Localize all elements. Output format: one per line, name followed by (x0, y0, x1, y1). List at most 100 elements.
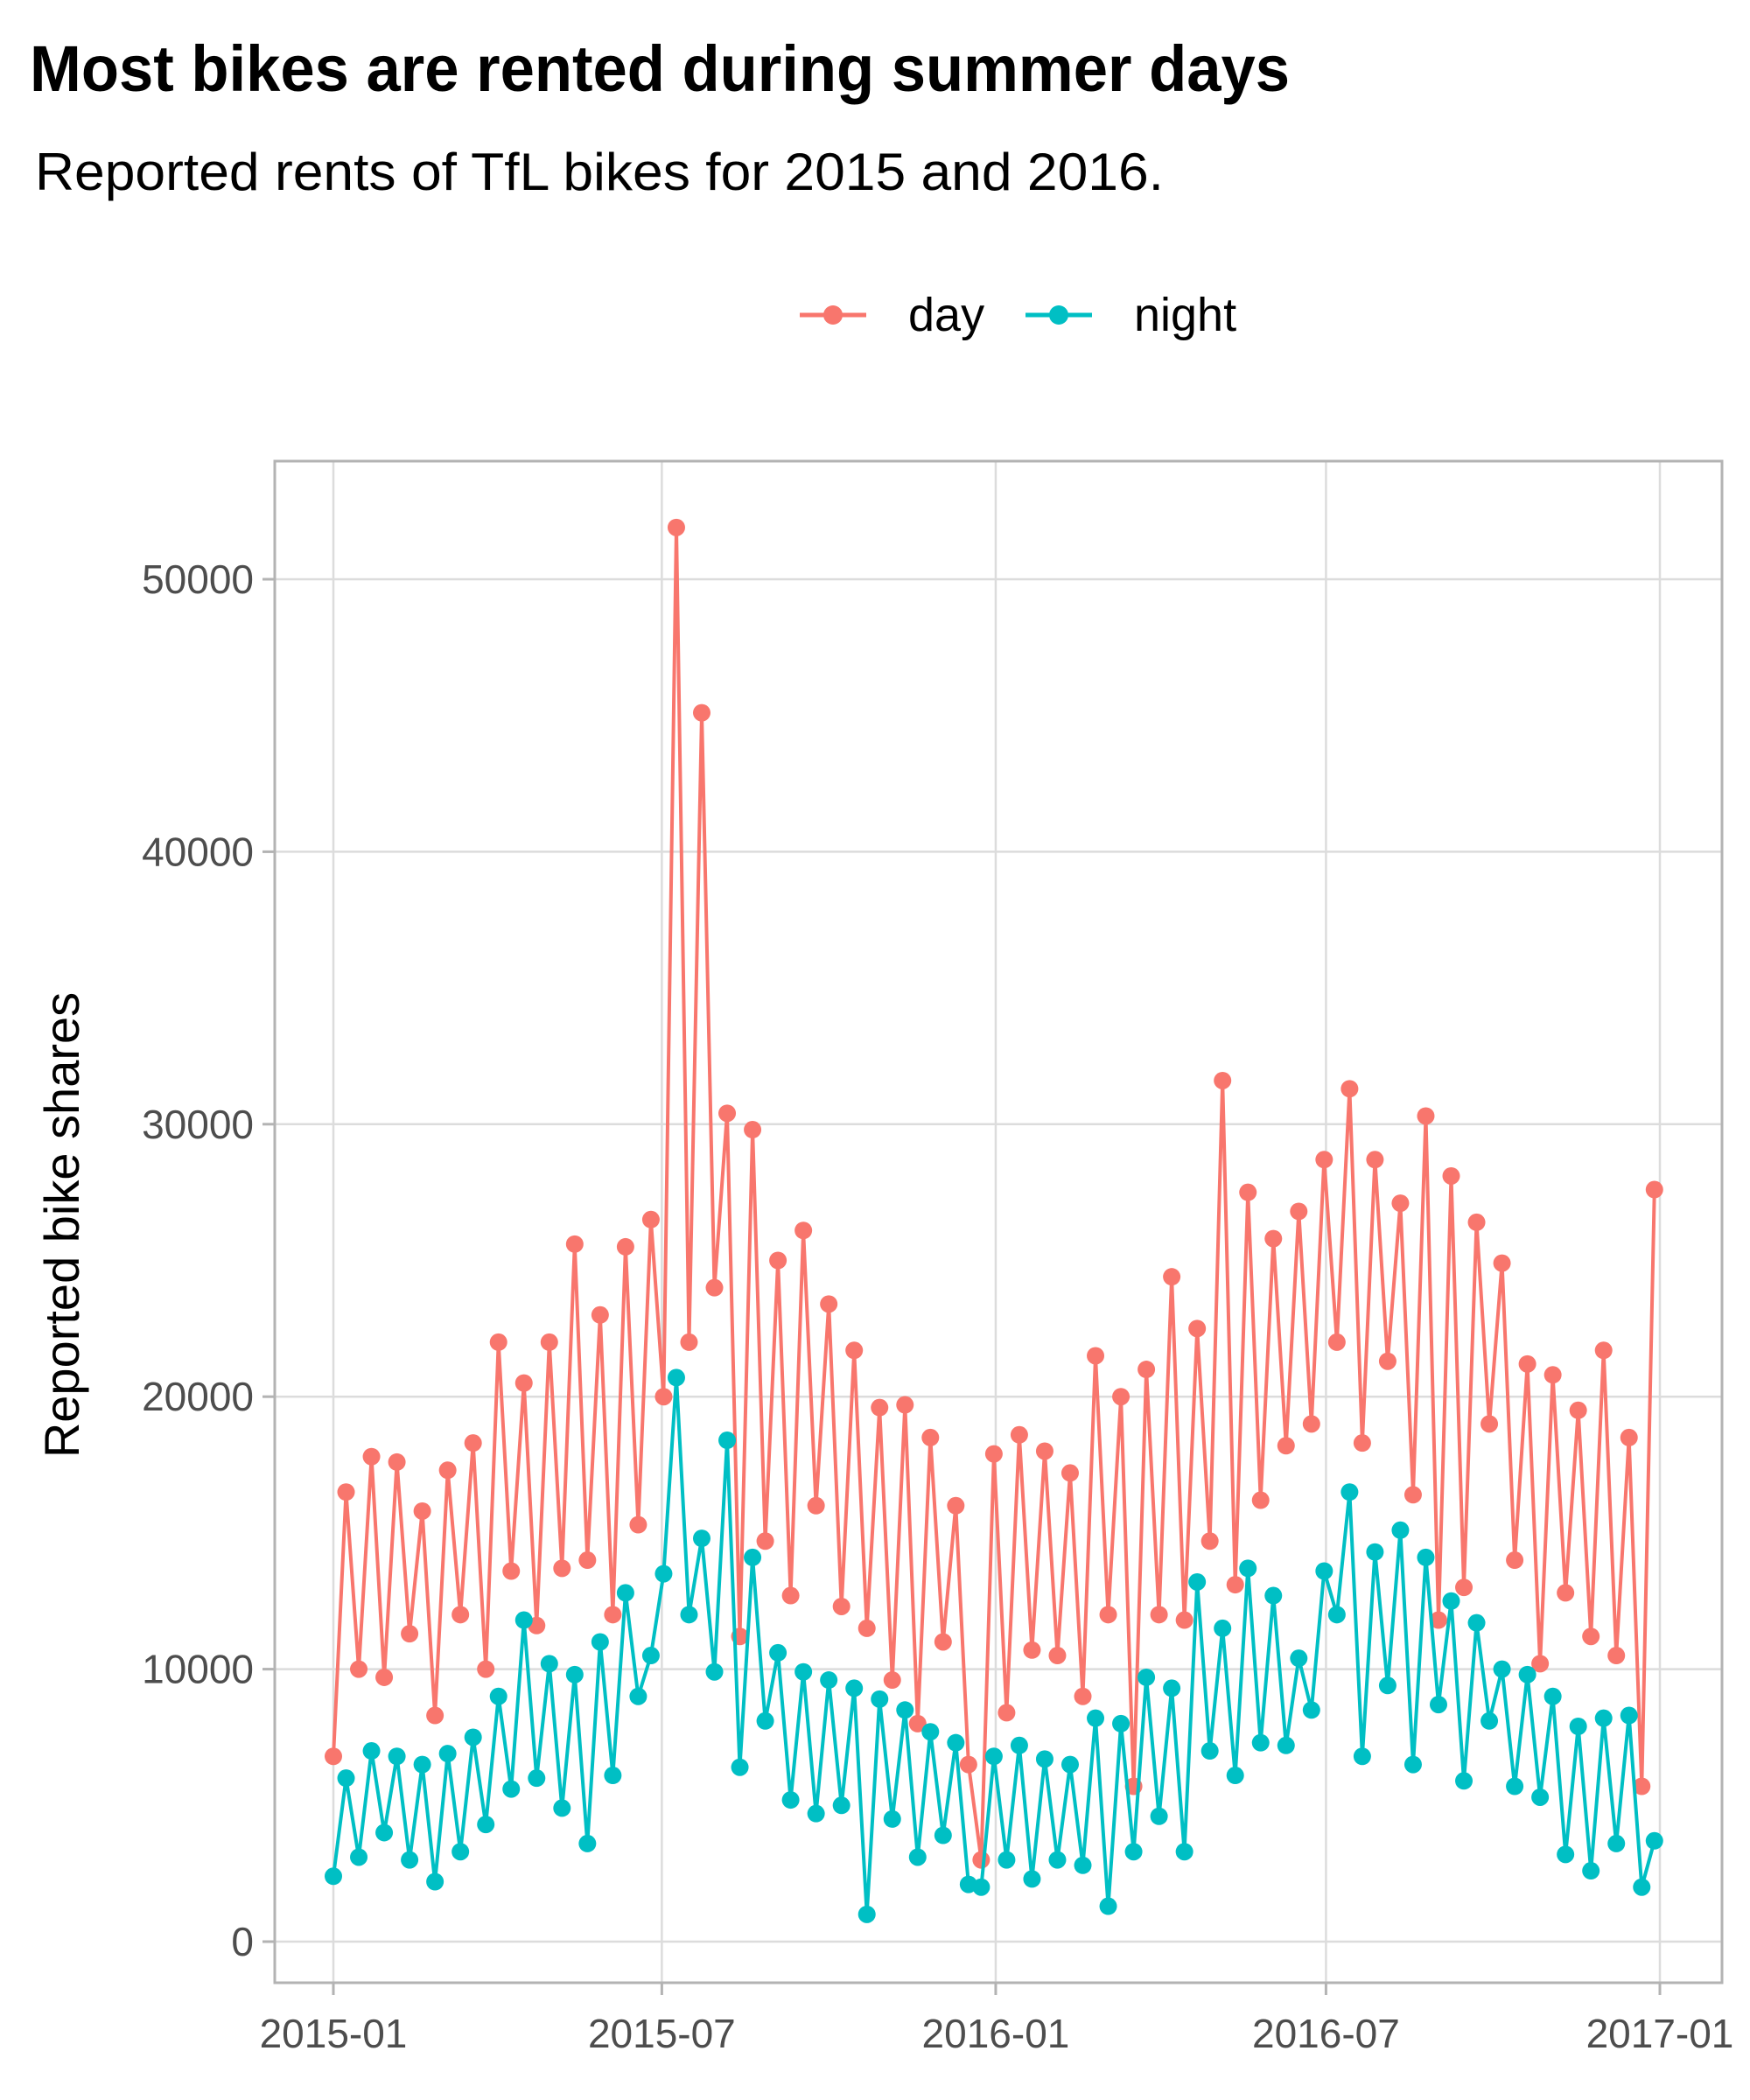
data-point-night (578, 1834, 597, 1852)
legend: day night (800, 289, 1236, 341)
data-point-day (1455, 1578, 1474, 1597)
data-point-day (350, 1660, 368, 1678)
data-point-day (1645, 1180, 1663, 1199)
data-point-day (769, 1251, 788, 1270)
data-point-night (1290, 1649, 1308, 1668)
data-point-night (413, 1755, 431, 1774)
data-point-day (1239, 1183, 1257, 1201)
x-tick-label: 2016-07 (1252, 2011, 1400, 2056)
data-point-night (502, 1780, 521, 1798)
y-tick-label: 50000 (142, 556, 254, 602)
data-point-day (1569, 1401, 1587, 1419)
data-point-night (604, 1767, 622, 1785)
data-point-day (641, 1210, 660, 1228)
y-tick-label: 40000 (142, 829, 254, 874)
data-point-day (1302, 1415, 1320, 1433)
data-point-night (464, 1728, 482, 1746)
panel-border (273, 459, 1724, 1984)
data-point-day (1633, 1777, 1651, 1796)
data-point-day (1099, 1606, 1117, 1624)
data-point-night (1138, 1668, 1156, 1686)
data-point-day (578, 1551, 597, 1570)
data-point-day (489, 1333, 508, 1351)
data-point-night (972, 1878, 990, 1896)
data-point-night (1264, 1586, 1283, 1605)
data-point-night (1060, 1755, 1079, 1774)
data-point-day (718, 1104, 737, 1123)
y-tick-label: 0 (231, 1919, 254, 1964)
data-point-night (1582, 1862, 1600, 1880)
data-point-day (871, 1398, 889, 1417)
series-layer (325, 518, 1663, 1923)
data-point-night (1429, 1696, 1447, 1714)
data-point-night (871, 1690, 889, 1708)
data-point-night (756, 1712, 774, 1730)
data-point-night (1531, 1788, 1550, 1806)
data-point-day (1506, 1551, 1524, 1570)
data-point-night (1112, 1714, 1130, 1732)
data-point-night (565, 1665, 584, 1684)
data-point-night (845, 1679, 864, 1698)
x-tick-label: 2017-01 (1586, 2011, 1734, 2056)
data-point-day (692, 704, 710, 722)
data-point-night (337, 1769, 355, 1788)
data-point-day (654, 1388, 673, 1406)
data-point-night (641, 1647, 660, 1665)
data-point-night (794, 1662, 813, 1681)
data-point-night (388, 1747, 406, 1766)
data-point-night (1074, 1856, 1092, 1874)
data-point-day (1429, 1611, 1447, 1629)
data-point-day (375, 1668, 394, 1686)
data-point-night (1226, 1767, 1244, 1785)
data-point-night (1480, 1712, 1499, 1730)
data-point-night (1175, 1843, 1194, 1861)
data-point-day (388, 1452, 406, 1471)
data-point-night (426, 1872, 444, 1891)
data-point-day (325, 1747, 342, 1766)
data-point-night (1594, 1709, 1613, 1727)
data-point-night (1035, 1750, 1054, 1768)
data-point-day (896, 1396, 914, 1414)
data-point-night (921, 1723, 940, 1741)
data-point-day (921, 1428, 940, 1446)
legend-label-night: night (1134, 289, 1236, 341)
data-point-day (1480, 1415, 1499, 1433)
x-tick-label: 2015-01 (260, 2011, 408, 2056)
data-point-night (1404, 1755, 1422, 1774)
data-point-night (1010, 1736, 1028, 1754)
data-point-day (807, 1496, 825, 1515)
data-point-day (540, 1333, 558, 1351)
data-point-day (464, 1434, 482, 1452)
data-point-day (401, 1625, 419, 1643)
data-point-day (1582, 1628, 1600, 1646)
data-point-night (1340, 1483, 1359, 1502)
legend-label-day: day (908, 289, 984, 341)
x-tick-label: 2015-07 (588, 2011, 736, 2056)
data-point-night (1544, 1687, 1562, 1705)
data-point-day (502, 1562, 521, 1580)
data-point-night (1163, 1679, 1181, 1698)
data-point-day (1315, 1151, 1334, 1169)
data-point-day (337, 1483, 355, 1502)
data-point-day (1251, 1491, 1270, 1509)
data-point-day (1391, 1194, 1410, 1213)
data-point-day (1023, 1641, 1041, 1659)
data-point-day (438, 1461, 457, 1480)
data-point-night (769, 1643, 788, 1662)
data-point-day (1277, 1437, 1295, 1455)
data-point-night (832, 1796, 850, 1815)
y-tick-label: 30000 (142, 1102, 254, 1147)
data-point-night (998, 1851, 1016, 1869)
data-point-night (1188, 1572, 1207, 1591)
data-point-day (1150, 1606, 1168, 1624)
data-point-night (1620, 1706, 1638, 1725)
y-tick-label: 20000 (142, 1374, 254, 1419)
data-point-night (731, 1758, 749, 1776)
data-point-day (514, 1374, 533, 1392)
data-point-day (832, 1597, 850, 1615)
data-point-day (1467, 1213, 1486, 1231)
data-point-day (1112, 1388, 1130, 1406)
data-point-night (1633, 1878, 1651, 1896)
data-point-day (616, 1237, 634, 1256)
data-point-night (1417, 1548, 1435, 1566)
